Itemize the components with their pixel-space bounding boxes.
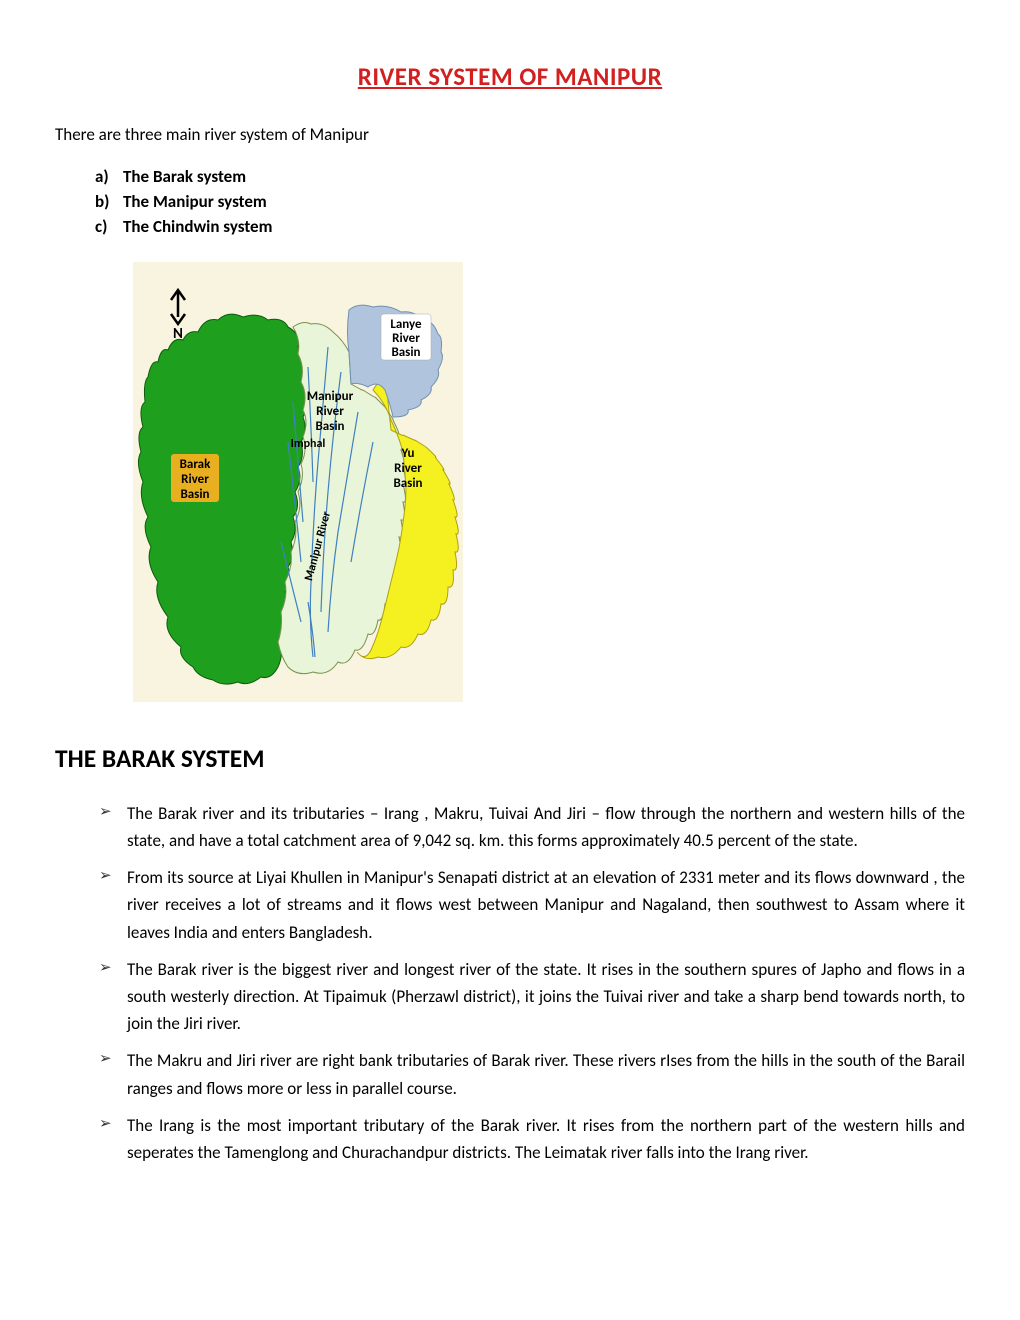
svg-text:Yu: Yu (400, 446, 414, 461)
bullet-item: The Barak river is the biggest river and… (99, 956, 965, 1038)
svg-text:River: River (394, 461, 422, 476)
svg-text:Basin: Basin (393, 476, 422, 491)
bullet-item: The Irang is the most important tributar… (99, 1112, 965, 1166)
map-container: N Barak River Basin Manipur River Basin … (133, 262, 965, 702)
svg-text:Lanye: Lanye (390, 317, 422, 332)
list-item: a)The Barak system (95, 165, 965, 190)
svg-text:Imphal: Imphal (291, 437, 326, 451)
barak-bullet-list: The Barak river and its tributaries – Ir… (99, 800, 965, 1166)
svg-text:Basin: Basin (315, 419, 344, 434)
page-title: RIVER SYSTEM OF MANIPUR (55, 60, 965, 94)
svg-text:River: River (181, 472, 209, 487)
marker: c) (95, 216, 123, 239)
label: The Barak system (123, 166, 246, 187)
bullet-item: The Barak river and its tributaries – Ir… (99, 800, 965, 854)
svg-text:River: River (316, 404, 344, 419)
svg-text:Basin: Basin (180, 487, 209, 502)
svg-text:N: N (173, 325, 183, 343)
svg-text:Basin: Basin (391, 345, 420, 360)
intro-text: There are three main river system of Man… (55, 124, 965, 147)
svg-text:Barak: Barak (180, 457, 211, 472)
barak-label: Barak River Basin (171, 454, 219, 502)
svg-text:River: River (392, 331, 420, 346)
list-item: b)The Manipur system (95, 190, 965, 215)
label: The Chindwin system (123, 216, 272, 237)
marker: b) (95, 191, 123, 214)
list-item: c)The Chindwin system (95, 215, 965, 240)
manipur-map: N Barak River Basin Manipur River Basin … (133, 262, 463, 702)
north-arrow: N (171, 290, 185, 343)
bullet-item: The Makru and Jiri river are right bank … (99, 1047, 965, 1101)
lanye-label: Lanye River Basin (381, 314, 431, 360)
svg-text:Manipur: Manipur (307, 389, 354, 404)
systems-list: a)The Barak system b)The Manipur system … (95, 165, 965, 240)
marker: a) (95, 166, 123, 189)
barak-section-heading: THE BARAK SYSTEM (55, 742, 965, 776)
bullet-item: From its source at Liyai Khullen in Mani… (99, 864, 965, 946)
label: The Manipur system (123, 191, 267, 212)
